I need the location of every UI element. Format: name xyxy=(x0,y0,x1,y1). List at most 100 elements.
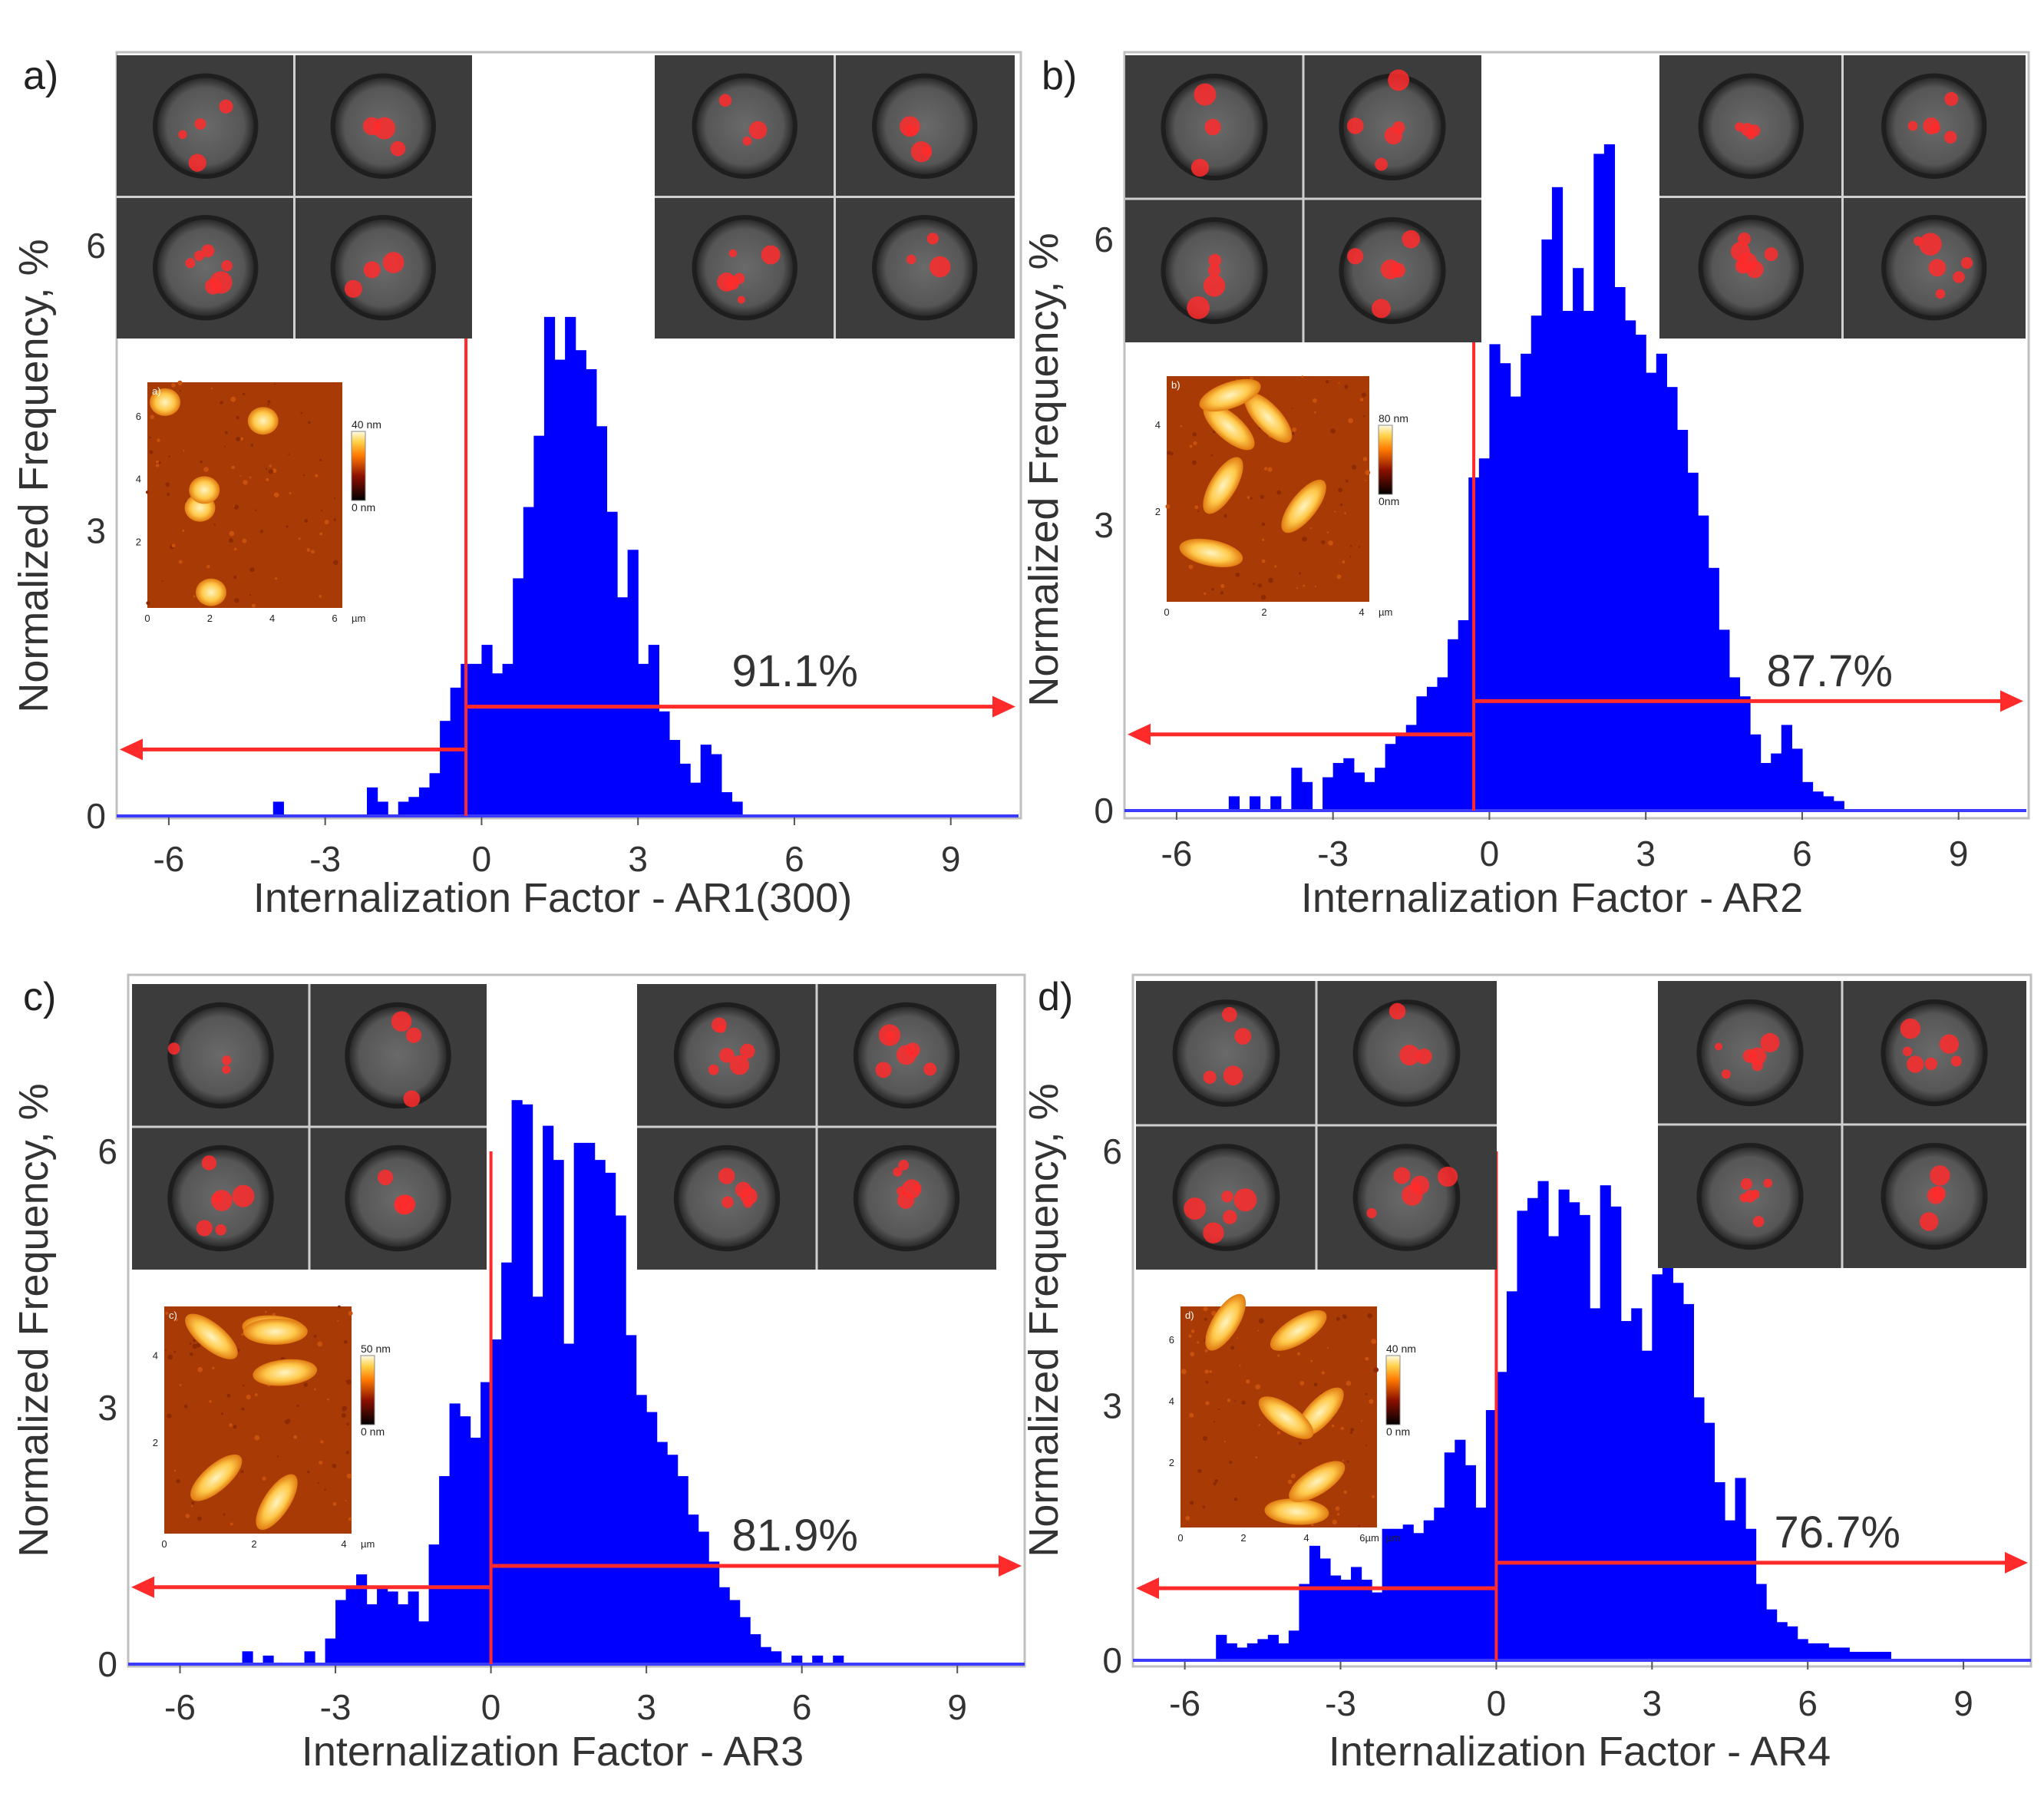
afm-texture xyxy=(234,598,239,603)
afm-texture xyxy=(345,1380,348,1382)
afm-texture xyxy=(1261,538,1265,541)
histogram-bar xyxy=(242,1651,253,1664)
afm-texture xyxy=(1299,572,1302,575)
afm-texture xyxy=(167,1413,172,1419)
panel-d: d) -6 -3 0 3 6 9 0 3 6 Internalization Factor - AR… xyxy=(1021,973,2032,1775)
afm-texture xyxy=(345,1499,347,1501)
afm-texture xyxy=(1255,1384,1261,1390)
afm-texture xyxy=(1255,1456,1258,1459)
histogram-bar xyxy=(1776,1622,1788,1660)
histogram-bar xyxy=(1573,268,1584,811)
histogram-bar xyxy=(1270,796,1282,811)
red-particle-spot xyxy=(761,245,781,265)
histogram-bar xyxy=(398,801,409,816)
red-particle-spot xyxy=(735,1181,752,1198)
red-particle-spot xyxy=(193,250,205,261)
afm-texture xyxy=(1291,407,1293,409)
red-particle-spot xyxy=(1346,117,1364,134)
afm-rod-particle xyxy=(1264,1498,1329,1525)
afm-texture xyxy=(229,1423,233,1428)
afm-y-tick: 4 xyxy=(153,1349,158,1361)
afm-texture xyxy=(1192,432,1197,437)
histogram-bar xyxy=(1216,1634,1227,1660)
afm-texture xyxy=(165,1311,169,1315)
afm-rod-particle xyxy=(1203,403,1255,451)
afm-x-tick: 4 xyxy=(341,1538,346,1550)
histogram-bar xyxy=(1301,781,1313,811)
afm-texture xyxy=(286,1419,291,1423)
afm-texture xyxy=(269,464,272,467)
histogram-bar xyxy=(1610,1206,1622,1660)
afm-texture xyxy=(1245,1379,1250,1384)
afm-texture xyxy=(1349,1431,1353,1435)
histogram-bar xyxy=(1818,1643,1829,1660)
histogram-bar xyxy=(1698,515,1709,811)
afm-texture xyxy=(1346,1460,1349,1463)
afm-texture xyxy=(346,1473,352,1479)
histogram-bar xyxy=(1603,144,1616,811)
afm-texture xyxy=(1204,1317,1207,1321)
histogram-bar xyxy=(481,645,493,816)
histogram-bar xyxy=(450,687,461,816)
afm-texture xyxy=(1276,490,1282,495)
afm-scale-min: 0nm xyxy=(1379,495,1399,507)
histogram-bar xyxy=(1745,1528,1757,1660)
histogram-bar xyxy=(1693,1397,1705,1660)
afm-texture xyxy=(1239,1365,1241,1367)
afm-texture xyxy=(289,492,292,495)
y-tick-label: 6 xyxy=(1094,220,1114,259)
afm-texture xyxy=(1287,1479,1293,1485)
afm-texture xyxy=(1205,1380,1209,1384)
histogram-bar xyxy=(667,1455,679,1664)
histogram-bar xyxy=(1600,1185,1611,1660)
afm-color-scale xyxy=(1385,1355,1401,1425)
histogram-bar xyxy=(1496,1372,1507,1660)
histogram-bar xyxy=(449,1403,461,1664)
histogram-bar xyxy=(606,511,618,816)
red-particle-spot xyxy=(390,140,406,157)
afm-texture xyxy=(1274,565,1277,568)
afm-texture xyxy=(212,1366,215,1369)
left-arrow-head xyxy=(1128,723,1151,745)
afm-texture xyxy=(179,389,182,392)
red-particle-spot xyxy=(382,252,405,273)
afm-texture xyxy=(1230,1346,1235,1350)
x-tick-label: -6 xyxy=(1169,1683,1200,1723)
afm-texture xyxy=(1299,1381,1305,1386)
afm-texture xyxy=(1302,537,1307,542)
x-tick-label: 6 xyxy=(1792,834,1812,874)
afm-texture xyxy=(1326,1346,1329,1349)
afm-texture xyxy=(1258,1318,1264,1324)
afm-texture xyxy=(236,1349,240,1352)
afm-y-tick: 2 xyxy=(153,1437,158,1448)
histogram-bar xyxy=(1641,1350,1653,1660)
red-particle-spot xyxy=(201,1155,217,1171)
y-axis-title: Normalized Frequency, % xyxy=(11,1083,57,1557)
red-particle-spot xyxy=(232,1184,255,1207)
afm-texture xyxy=(176,1478,180,1484)
afm-rod-particle xyxy=(1281,479,1326,533)
afm-texture xyxy=(1365,470,1371,475)
afm-texture xyxy=(272,468,277,473)
histogram-bar xyxy=(272,801,284,816)
histogram-bar xyxy=(1226,1643,1237,1660)
x-axis-title: Internalization Factor - AR3 xyxy=(302,1729,804,1775)
red-particle-spot xyxy=(729,1055,750,1075)
afm-texture xyxy=(229,530,235,537)
histogram-bar xyxy=(1593,154,1605,811)
afm-y-tick: 2 xyxy=(136,536,141,547)
afm-texture xyxy=(171,543,176,548)
histogram-bar xyxy=(575,350,586,816)
cell-body xyxy=(349,1006,447,1105)
red-particle-spot xyxy=(1760,1032,1780,1052)
histogram-bar xyxy=(1527,1197,1539,1660)
red-particle-spot xyxy=(1953,271,1965,283)
afm-x-tick: 2 xyxy=(251,1538,256,1550)
histogram-bar xyxy=(771,1651,782,1664)
afm-texture xyxy=(1210,454,1214,457)
x-tick-label: 3 xyxy=(1643,1683,1663,1723)
afm-texture xyxy=(182,529,185,532)
y-tick-label: 3 xyxy=(97,1388,117,1428)
